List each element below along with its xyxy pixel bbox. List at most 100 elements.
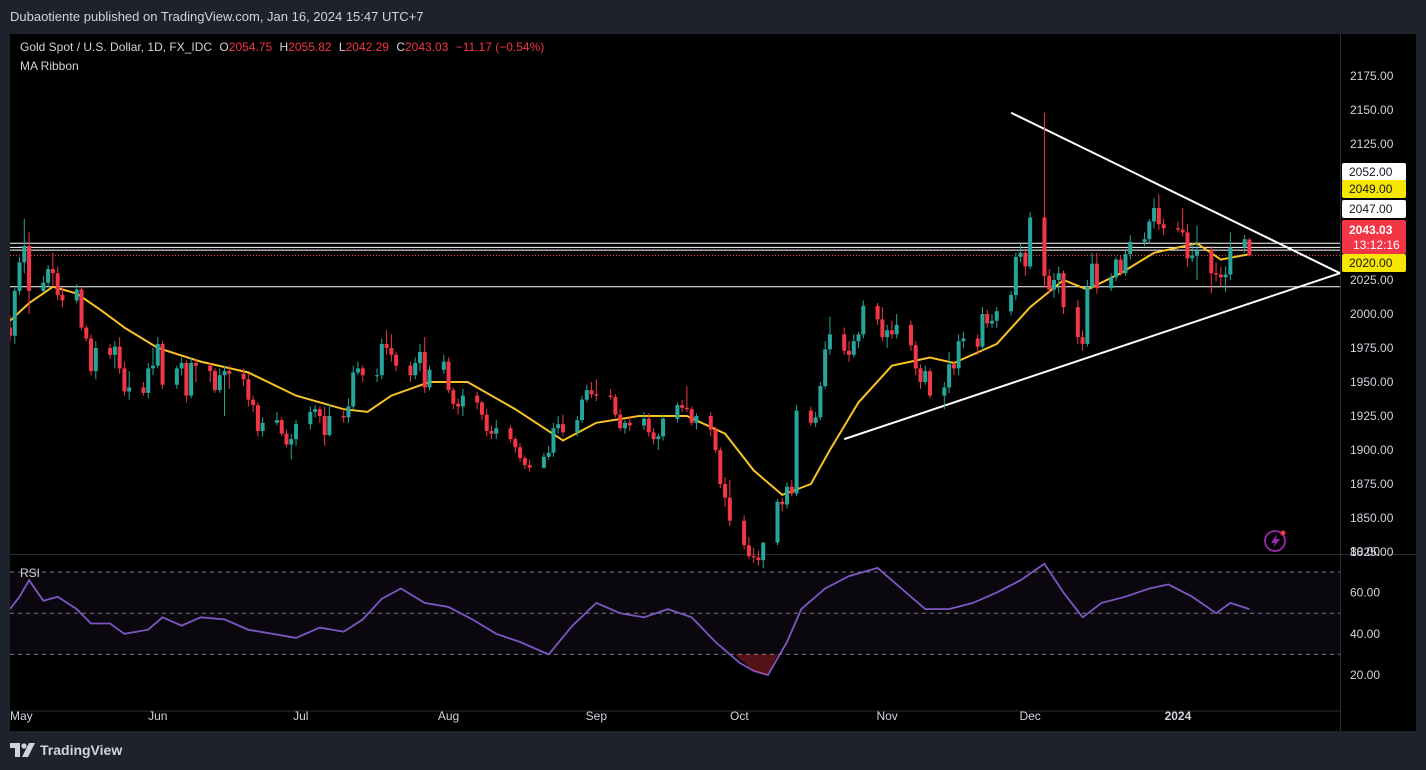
- candle-body: [1080, 337, 1085, 344]
- candle-body: [594, 394, 599, 396]
- candle-body: [1094, 263, 1099, 289]
- candle-body: [551, 428, 556, 453]
- candle-body: [1013, 256, 1018, 295]
- rsi-line: [10, 562, 1250, 677]
- candle-body: [1123, 254, 1128, 274]
- candle-body: [527, 464, 532, 468]
- tradingview-brand: TradingView: [40, 742, 123, 758]
- candle-body: [1090, 263, 1095, 287]
- candle-body: [1214, 273, 1219, 275]
- candle-body: [1175, 228, 1180, 230]
- candle-body: [27, 246, 32, 291]
- tradingview-logo[interactable]: TradingView: [10, 742, 122, 758]
- candle-body: [889, 330, 894, 335]
- candle-body: [742, 520, 747, 546]
- candle-body: [108, 348, 113, 355]
- chart-frame[interactable]: 1825.00 1850.00 1875.00 1900.00 1925.00 1950.…: [10, 34, 1416, 731]
- candle-body: [775, 501, 780, 543]
- high-value: 2055.82: [288, 40, 332, 54]
- candle-body: [46, 269, 51, 283]
- rsi-oversold-fill: [734, 654, 778, 675]
- low-value: 2042.29: [345, 40, 389, 54]
- candle-body: [184, 362, 189, 396]
- candle-body: [55, 273, 60, 295]
- candle-body: [255, 405, 260, 431]
- candle-body: [1075, 307, 1080, 338]
- candle-body: [794, 410, 799, 494]
- candle-body: [313, 409, 318, 412]
- candle-body: [1018, 252, 1023, 257]
- candle-body: [713, 429, 718, 450]
- candle-body: [127, 387, 132, 392]
- date-tick-label: Nov: [876, 709, 897, 723]
- candle-body: [684, 407, 689, 410]
- candle-body: [913, 345, 918, 369]
- candle-body: [675, 405, 680, 419]
- price-tick-label: 1875.00: [1350, 477, 1394, 491]
- candle-body: [589, 390, 594, 395]
- candle-body: [756, 557, 761, 561]
- candle-body: [289, 439, 294, 445]
- candle-body: [928, 371, 933, 396]
- candle-body: [1242, 239, 1247, 248]
- candle-body: [918, 368, 923, 382]
- candle-body: [284, 433, 289, 445]
- candle-body: [251, 399, 256, 406]
- candle-body: [212, 371, 217, 391]
- candle-body: [1109, 277, 1114, 289]
- candle-body: [541, 456, 546, 468]
- candle-body: [1142, 239, 1147, 242]
- candle-body: [308, 411, 313, 425]
- date-tick-label: Dec: [1019, 709, 1040, 723]
- candle-body: [189, 362, 194, 396]
- candle-body: [956, 341, 961, 369]
- countdown-timer: 13:12:16: [1353, 238, 1400, 252]
- price-tick-label: 2150.00: [1350, 103, 1394, 117]
- candle-body: [846, 350, 851, 355]
- candle-body: [1152, 207, 1157, 222]
- candle-body: [50, 269, 55, 274]
- candle-body: [417, 352, 422, 363]
- rsi-tick-label: 80.00: [1350, 544, 1380, 558]
- candle-body: [489, 430, 494, 434]
- candle-body: [961, 338, 966, 342]
- candle-body: [93, 348, 98, 372]
- candle-body: [246, 379, 251, 400]
- candle-body: [22, 246, 27, 263]
- candle-body: [861, 305, 866, 335]
- candle-body: [575, 420, 580, 433]
- candle-body: [475, 395, 480, 403]
- candle-body: [117, 346, 122, 369]
- candle-body: [556, 424, 561, 429]
- candle-body: [818, 386, 823, 418]
- candle-body: [894, 324, 899, 335]
- candle-body: [580, 399, 585, 421]
- high-label: H: [279, 40, 289, 54]
- candle-body: [727, 497, 732, 521]
- candle-body: [718, 450, 723, 484]
- candle-body: [813, 417, 818, 423]
- candle-body: [1047, 275, 1052, 290]
- price-tick-label: 2025.00: [1350, 273, 1394, 287]
- price-tick-label: 2175.00: [1350, 69, 1394, 83]
- chart-canvas[interactable]: 1825.00 1850.00 1875.00 1900.00 1925.00 1950.…: [10, 34, 1416, 731]
- candle-body: [789, 486, 794, 494]
- candle-body: [427, 369, 432, 388]
- price-tick-label: 2000.00: [1350, 307, 1394, 321]
- candle-body: [294, 424, 299, 440]
- candle-body: [785, 486, 790, 505]
- candle-body: [1194, 250, 1199, 256]
- candle-body: [1056, 273, 1061, 280]
- candle-body: [413, 362, 418, 376]
- candle-body: [642, 418, 647, 426]
- trendline: [1010, 111, 1341, 275]
- price-tick-label: 1900.00: [1350, 443, 1394, 457]
- date-tick-label: Jul: [293, 709, 308, 723]
- candle-body: [422, 352, 427, 388]
- candle-body: [222, 371, 227, 376]
- date-tick-label: Sep: [586, 709, 608, 723]
- candle-body: [947, 364, 952, 388]
- change-value: −11.17 (−0.54%): [455, 40, 545, 54]
- candle-body: [951, 364, 956, 369]
- price-tick-label: 1975.00: [1350, 341, 1394, 355]
